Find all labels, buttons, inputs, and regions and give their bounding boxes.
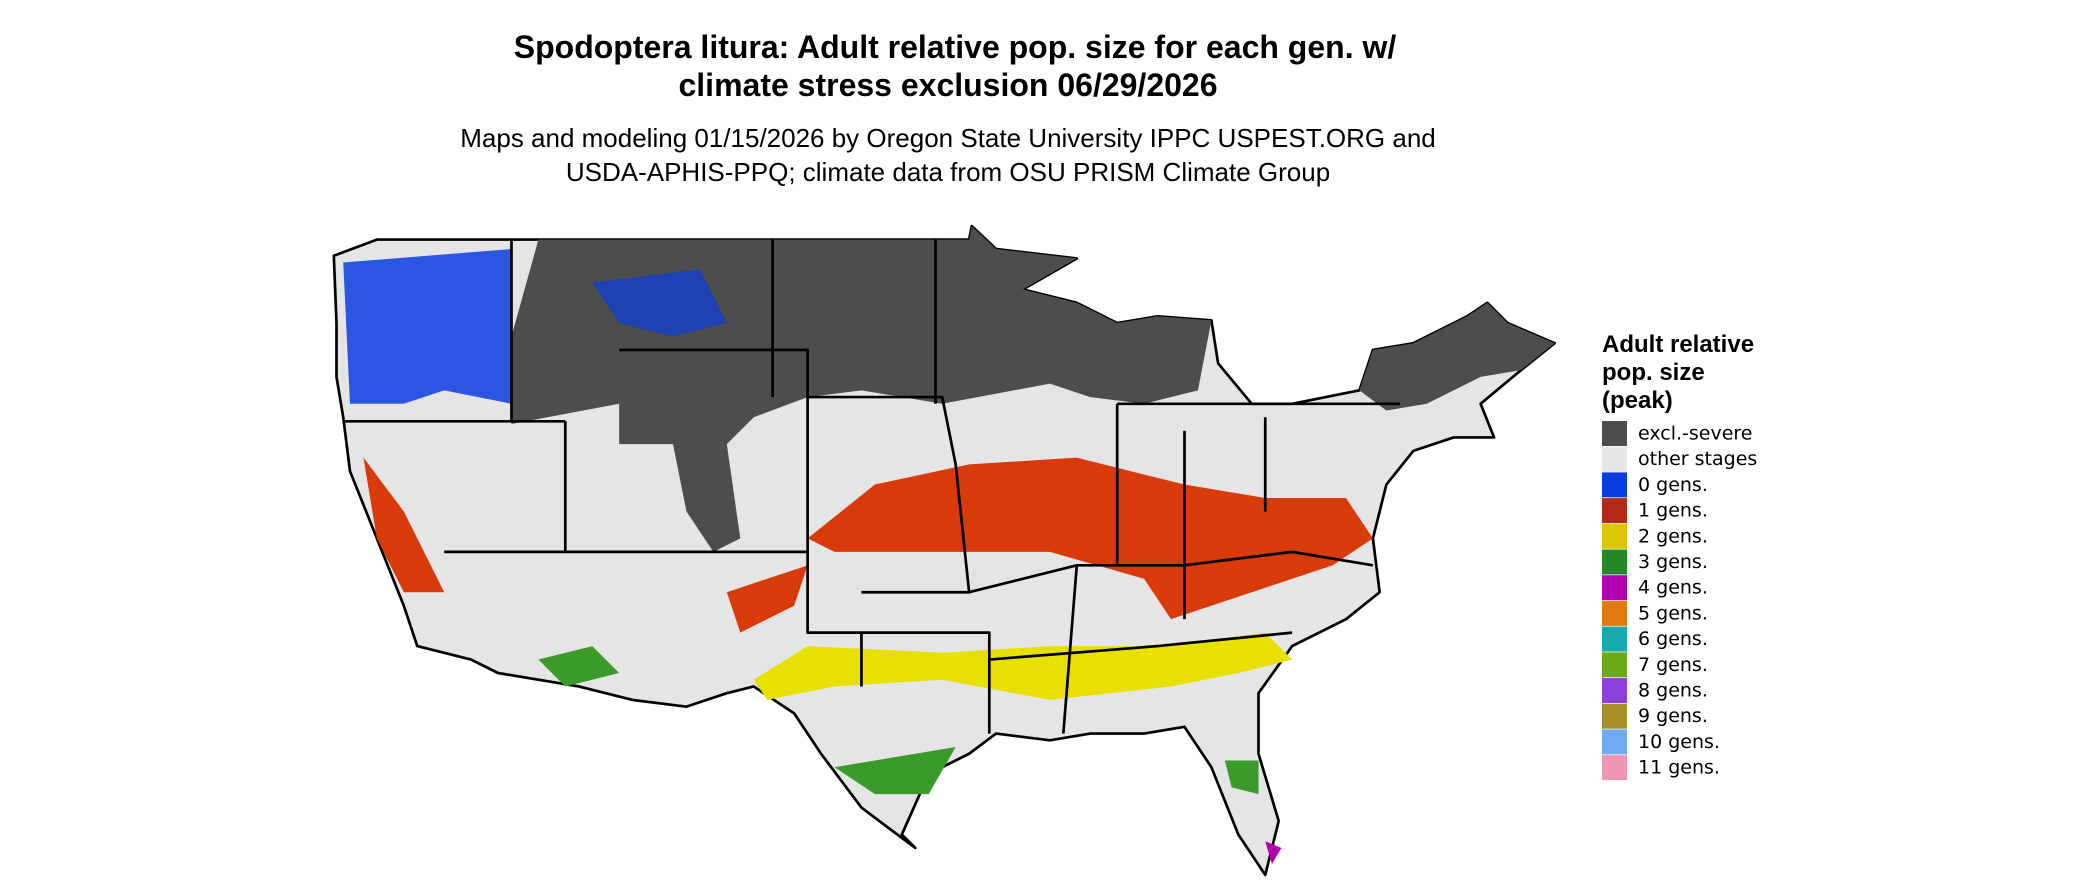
legend-label: 8 gens. — [1638, 680, 1708, 702]
zero-gen-region — [592, 269, 727, 337]
title-line: Spodoptera litura: Adult relative pop. s… — [514, 29, 1397, 65]
subtitle-line: Maps and modeling 01/15/2026 by Oregon S… — [460, 123, 1436, 153]
three-gen-region — [1224, 760, 1259, 795]
legend-title-line: pop. size — [1602, 359, 1705, 386]
three-gen-region — [538, 646, 620, 687]
one-gen-region — [807, 457, 1373, 620]
legend-label: 0 gens. — [1638, 474, 1708, 496]
state-borders — [343, 239, 1400, 734]
legend-label: 1 gens. — [1638, 500, 1708, 522]
subtitle-line: USDA-APHIS-PPQ; climate data from OSU PR… — [566, 157, 1330, 187]
legend-swatch — [1602, 600, 1627, 626]
state-border — [343, 239, 1400, 734]
legend-label: 5 gens. — [1638, 602, 1708, 624]
legend-label: 10 gens. — [1638, 731, 1720, 753]
one-gen-region — [726, 565, 808, 633]
legend-swatch — [1602, 498, 1627, 524]
zero-gen-region — [343, 249, 512, 404]
two-gen-region — [753, 632, 1293, 700]
legend-label: 7 gens. — [1638, 654, 1708, 676]
legend-label: 2 gens. — [1638, 525, 1708, 547]
legend-swatch — [1602, 652, 1627, 678]
legend-title-line: Adult relative — [1602, 331, 1754, 358]
one-gen-region — [363, 457, 445, 593]
legend-label: 11 gens. — [1638, 757, 1720, 779]
legend-swatch — [1602, 421, 1627, 446]
title-line: climate stress exclusion 06/29/2026 — [678, 67, 1217, 103]
map — [332, 224, 1556, 877]
legend-label: 6 gens. — [1638, 628, 1708, 650]
legend-swatch — [1602, 626, 1627, 652]
legend-label: excl.-severe — [1638, 423, 1753, 445]
four-gen-region — [1265, 841, 1282, 865]
legend-swatch — [1602, 575, 1627, 601]
legend-label: 3 gens. — [1638, 551, 1708, 573]
legend-swatch — [1602, 446, 1627, 472]
legend-label: 9 gens. — [1638, 705, 1708, 727]
legend-title-line: (peak) — [1602, 387, 1673, 414]
legend-swatch — [1602, 703, 1627, 729]
legend-swatch — [1602, 729, 1627, 755]
three-gen-region — [834, 747, 956, 795]
legend-label: other stages — [1638, 448, 1757, 470]
legend-swatch — [1602, 472, 1627, 498]
legend-swatch — [1602, 549, 1627, 575]
legend-label: 4 gens. — [1638, 577, 1708, 599]
legend-swatch — [1602, 678, 1627, 703]
excluded-region — [1359, 302, 1555, 411]
legend-swatch — [1602, 755, 1627, 781]
legend-swatch — [1602, 523, 1627, 549]
